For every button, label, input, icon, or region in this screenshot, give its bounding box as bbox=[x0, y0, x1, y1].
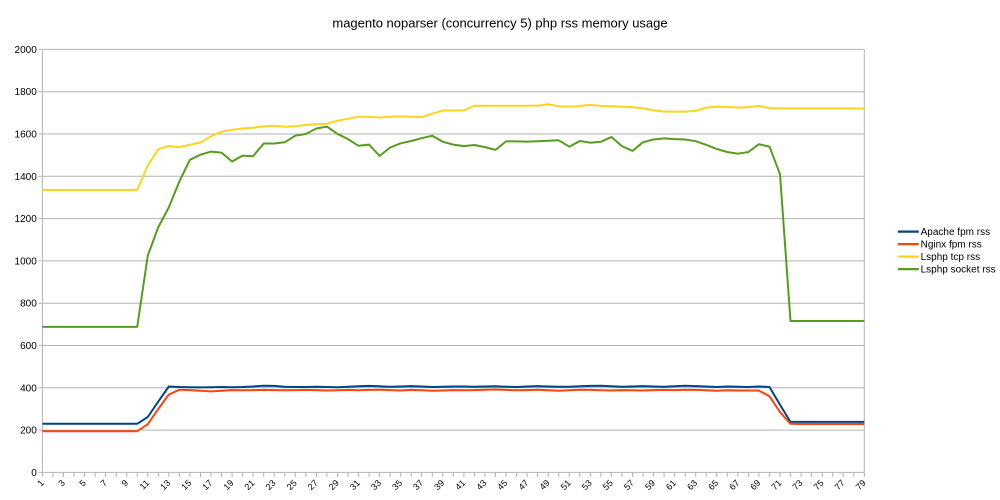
svg-text:9: 9 bbox=[120, 478, 131, 489]
svg-text:1200: 1200 bbox=[15, 214, 38, 225]
svg-text:0: 0 bbox=[31, 468, 37, 479]
svg-text:2000: 2000 bbox=[15, 45, 38, 56]
svg-text:400: 400 bbox=[20, 383, 37, 394]
svg-text:600: 600 bbox=[20, 341, 37, 352]
svg-text:7: 7 bbox=[98, 478, 109, 489]
svg-text:5: 5 bbox=[77, 478, 88, 489]
svg-text:200: 200 bbox=[20, 426, 37, 437]
svg-text:1800: 1800 bbox=[15, 87, 38, 98]
svg-text:Lsphp tcp rss: Lsphp tcp rss bbox=[921, 252, 980, 263]
svg-text:3: 3 bbox=[56, 478, 67, 489]
svg-text:magento noparser (concurrency: magento noparser (concurrency 5) php rss… bbox=[332, 16, 667, 31]
svg-text:1: 1 bbox=[35, 478, 46, 489]
svg-text:Nginx fpm rss: Nginx fpm rss bbox=[921, 240, 982, 251]
svg-text:Lsphp socket rss: Lsphp socket rss bbox=[921, 265, 996, 276]
svg-text:1400: 1400 bbox=[15, 172, 38, 183]
svg-text:Apache fpm rss: Apache fpm rss bbox=[921, 227, 990, 238]
svg-text:1000: 1000 bbox=[15, 256, 38, 267]
svg-text:800: 800 bbox=[20, 299, 37, 310]
svg-text:1600: 1600 bbox=[15, 130, 38, 141]
